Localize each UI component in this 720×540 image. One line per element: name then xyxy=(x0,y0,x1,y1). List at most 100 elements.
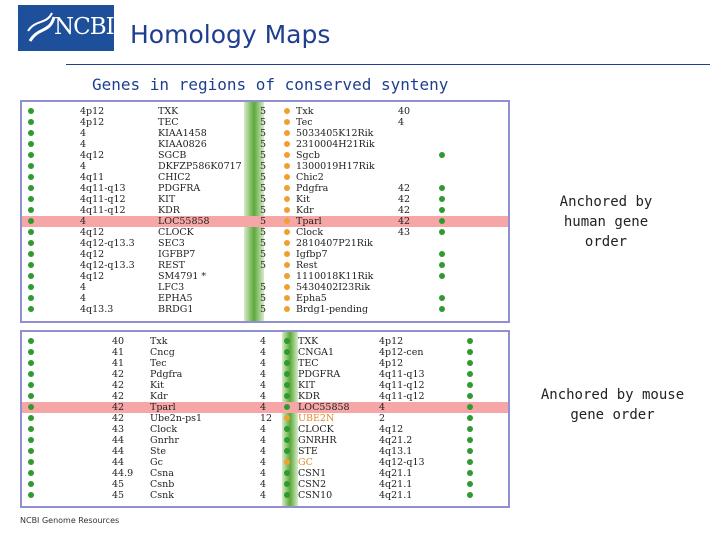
human-chromosome-cell[interactable]: 4 xyxy=(260,380,267,391)
mouse-chromosome-cell[interactable]: 5 xyxy=(260,150,267,161)
mouse-gene-cell[interactable]: Ube2n-ps1 xyxy=(150,413,203,424)
table-row[interactable]: 4 LFC3 5 5430402I23Rik xyxy=(22,282,508,293)
human-location-cell[interactable]: 4p12 xyxy=(379,336,404,347)
table-row[interactable]: 44.9 Csna 4 CSN1 4q21.1 xyxy=(22,468,508,479)
mouse-cm-cell[interactable]: 41 xyxy=(112,347,125,358)
table-row[interactable]: 4q12-q13.3 SEC3 5 2810407P21Rik xyxy=(22,238,508,249)
human-gene-cell[interactable]: TEC xyxy=(158,117,179,128)
mouse-gene-cell[interactable]: 2810407P21Rik xyxy=(296,238,373,249)
table-row[interactable]: 45 Csnk 4 CSN10 4q21.1 xyxy=(22,490,508,501)
human-location-cell[interactable]: 4p12 xyxy=(80,106,105,117)
table-row[interactable]: 4q12 SM4791 * 1110018K11Rik xyxy=(22,271,508,282)
human-gene-cell[interactable]: PDGFRA xyxy=(158,183,201,194)
human-location-cell[interactable]: 4q12 xyxy=(80,150,105,161)
human-location-cell[interactable]: 4 xyxy=(80,161,87,172)
human-location-cell[interactable]: 4q21.1 xyxy=(379,479,413,490)
human-gene-cell[interactable]: CLOCK xyxy=(298,424,334,435)
mouse-gene-cell[interactable]: Txk xyxy=(150,336,168,347)
mouse-cm-cell[interactable]: 41 xyxy=(112,358,125,369)
human-gene-cell[interactable]: LFC3 xyxy=(158,282,185,293)
table-row[interactable]: 4p12 TEC 5 Tec 4 xyxy=(22,117,508,128)
human-gene-cell[interactable]: STE xyxy=(298,446,318,457)
human-gene-cell[interactable]: REST xyxy=(158,260,185,271)
table-row[interactable]: 42 Tparl 4 LOC55858 4 xyxy=(22,402,508,413)
mouse-cm-cell[interactable]: 42 xyxy=(112,413,125,424)
mouse-gene-cell[interactable]: Cncg xyxy=(150,347,175,358)
mouse-cm-cell[interactable]: 42 xyxy=(398,183,411,194)
human-gene-cell[interactable]: KIAA1458 xyxy=(158,128,207,139)
mouse-cm-cell[interactable]: 44.9 xyxy=(112,468,134,479)
mouse-gene-cell[interactable]: Brdg1-pending xyxy=(296,304,369,315)
table-row[interactable]: 42 Ube2n-ps1 12 UBE2N 2 xyxy=(22,413,508,424)
table-row[interactable]: 4 KIAA1458 5 5033405K12Rik xyxy=(22,128,508,139)
human-gene-cell[interactable]: KDR xyxy=(158,205,180,216)
mouse-cm-cell[interactable]: 42 xyxy=(398,194,411,205)
mouse-chromosome-cell[interactable]: 5 xyxy=(260,128,267,139)
mouse-chromosome-cell[interactable]: 5 xyxy=(260,216,267,227)
human-location-cell[interactable]: 4q12 xyxy=(80,227,105,238)
human-gene-cell[interactable]: IGFBP7 xyxy=(158,249,196,260)
human-anchored-table[interactable]: 4p12 TXK 5 Txk 40 4p12 TEC 5 Tec 4 4 KIAA1458 5 50334… xyxy=(20,100,510,323)
mouse-chromosome-cell[interactable]: 5 xyxy=(260,183,267,194)
human-gene-cell[interactable]: KIT xyxy=(298,380,316,391)
human-location-cell[interactable]: 4q21.2 xyxy=(379,435,413,446)
mouse-gene-cell[interactable]: Clock xyxy=(150,424,178,435)
human-gene-cell[interactable]: KIAA0826 xyxy=(158,139,207,150)
mouse-gene-cell[interactable]: Csnb xyxy=(150,479,175,490)
table-row[interactable]: 4q11-q13 PDGFRA 5 Pdgfra 42 xyxy=(22,183,508,194)
table-row[interactable]: 4 LOC55858 5 Tparl 42 xyxy=(22,216,508,227)
human-chromosome-cell[interactable]: 4 xyxy=(260,402,267,413)
mouse-gene-cell[interactable]: Csna xyxy=(150,468,174,479)
mouse-gene-cell[interactable]: 2310004H21Rik xyxy=(296,139,375,150)
table-row[interactable]: 4q12 IGFBP7 5 Igfbp7 xyxy=(22,249,508,260)
mouse-gene-cell[interactable]: Sgcb xyxy=(296,150,320,161)
human-location-cell[interactable]: 4q13.1 xyxy=(379,446,413,457)
mouse-gene-cell[interactable]: Kit xyxy=(296,194,310,205)
mouse-chromosome-cell[interactable]: 5 xyxy=(260,260,267,271)
table-row[interactable]: 4q11-q12 KIT 5 Kit 42 xyxy=(22,194,508,205)
human-gene-cell[interactable]: LOC55858 xyxy=(298,402,350,413)
human-location-cell[interactable]: 4q12-q13.3 xyxy=(80,238,135,249)
mouse-cm-cell[interactable]: 40 xyxy=(112,336,125,347)
human-location-cell[interactable]: 4q11-q12 xyxy=(80,194,126,205)
human-gene-cell[interactable]: CSN2 xyxy=(298,479,327,490)
mouse-gene-cell[interactable]: Gnrhr xyxy=(150,435,179,446)
human-chromosome-cell[interactable]: 4 xyxy=(260,490,267,501)
human-gene-cell[interactable]: TEC xyxy=(298,358,319,369)
human-location-cell[interactable]: 4 xyxy=(80,139,87,150)
human-gene-cell[interactable]: GC xyxy=(298,457,313,468)
human-location-cell[interactable]: 4q21.1 xyxy=(379,468,413,479)
human-location-cell[interactable]: 4q12 xyxy=(80,249,105,260)
table-row[interactable]: 40 Txk 4 TXK 4p12 xyxy=(22,336,508,347)
human-chromosome-cell[interactable]: 4 xyxy=(260,435,267,446)
mouse-gene-cell[interactable]: 5033405K12Rik xyxy=(296,128,374,139)
human-location-cell[interactable]: 4q11-q12 xyxy=(379,380,425,391)
table-row[interactable]: 4q12 SGCB 5 Sgcb xyxy=(22,150,508,161)
mouse-cm-cell[interactable]: 40 xyxy=(398,106,411,117)
mouse-chromosome-cell[interactable]: 5 xyxy=(260,227,267,238)
table-row[interactable]: 43 Clock 4 CLOCK 4q12 xyxy=(22,424,508,435)
human-gene-cell[interactable]: BRDG1 xyxy=(158,304,194,315)
mouse-cm-cell[interactable]: 45 xyxy=(112,490,125,501)
mouse-gene-cell[interactable]: Clock xyxy=(296,227,324,238)
mouse-gene-cell[interactable]: 1300019H17Rik xyxy=(296,161,375,172)
table-row[interactable]: 4 DKFZP586K0717 5 1300019H17Rik xyxy=(22,161,508,172)
human-gene-cell[interactable]: DKFZP586K0717 xyxy=(158,161,242,172)
human-location-cell[interactable]: 4p12 xyxy=(80,117,105,128)
table-row[interactable]: 41 Cncg 4 CNGA1 4p12-cen xyxy=(22,347,508,358)
mouse-cm-cell[interactable]: 44 xyxy=(112,457,125,468)
table-row[interactable]: 4q11 CHIC2 5 Chic2 xyxy=(22,172,508,183)
mouse-chromosome-cell[interactable]: 5 xyxy=(260,238,267,249)
human-chromosome-cell[interactable]: 12 xyxy=(260,413,273,424)
table-row[interactable]: 44 Gc 4 GC 4q12-q13 xyxy=(22,457,508,468)
human-chromosome-cell[interactable]: 4 xyxy=(260,391,267,402)
mouse-gene-cell[interactable]: Kdr xyxy=(150,391,168,402)
mouse-gene-cell[interactable]: 5430402I23Rik xyxy=(296,282,371,293)
mouse-chromosome-cell[interactable]: 5 xyxy=(260,117,267,128)
human-gene-cell[interactable]: EPHA5 xyxy=(158,293,193,304)
mouse-cm-cell[interactable]: 43 xyxy=(398,227,411,238)
human-location-cell[interactable]: 4q11-q13 xyxy=(80,183,126,194)
human-location-cell[interactable]: 4 xyxy=(80,293,87,304)
mouse-chromosome-cell[interactable]: 5 xyxy=(260,172,267,183)
human-location-cell[interactable]: 4 xyxy=(80,128,87,139)
